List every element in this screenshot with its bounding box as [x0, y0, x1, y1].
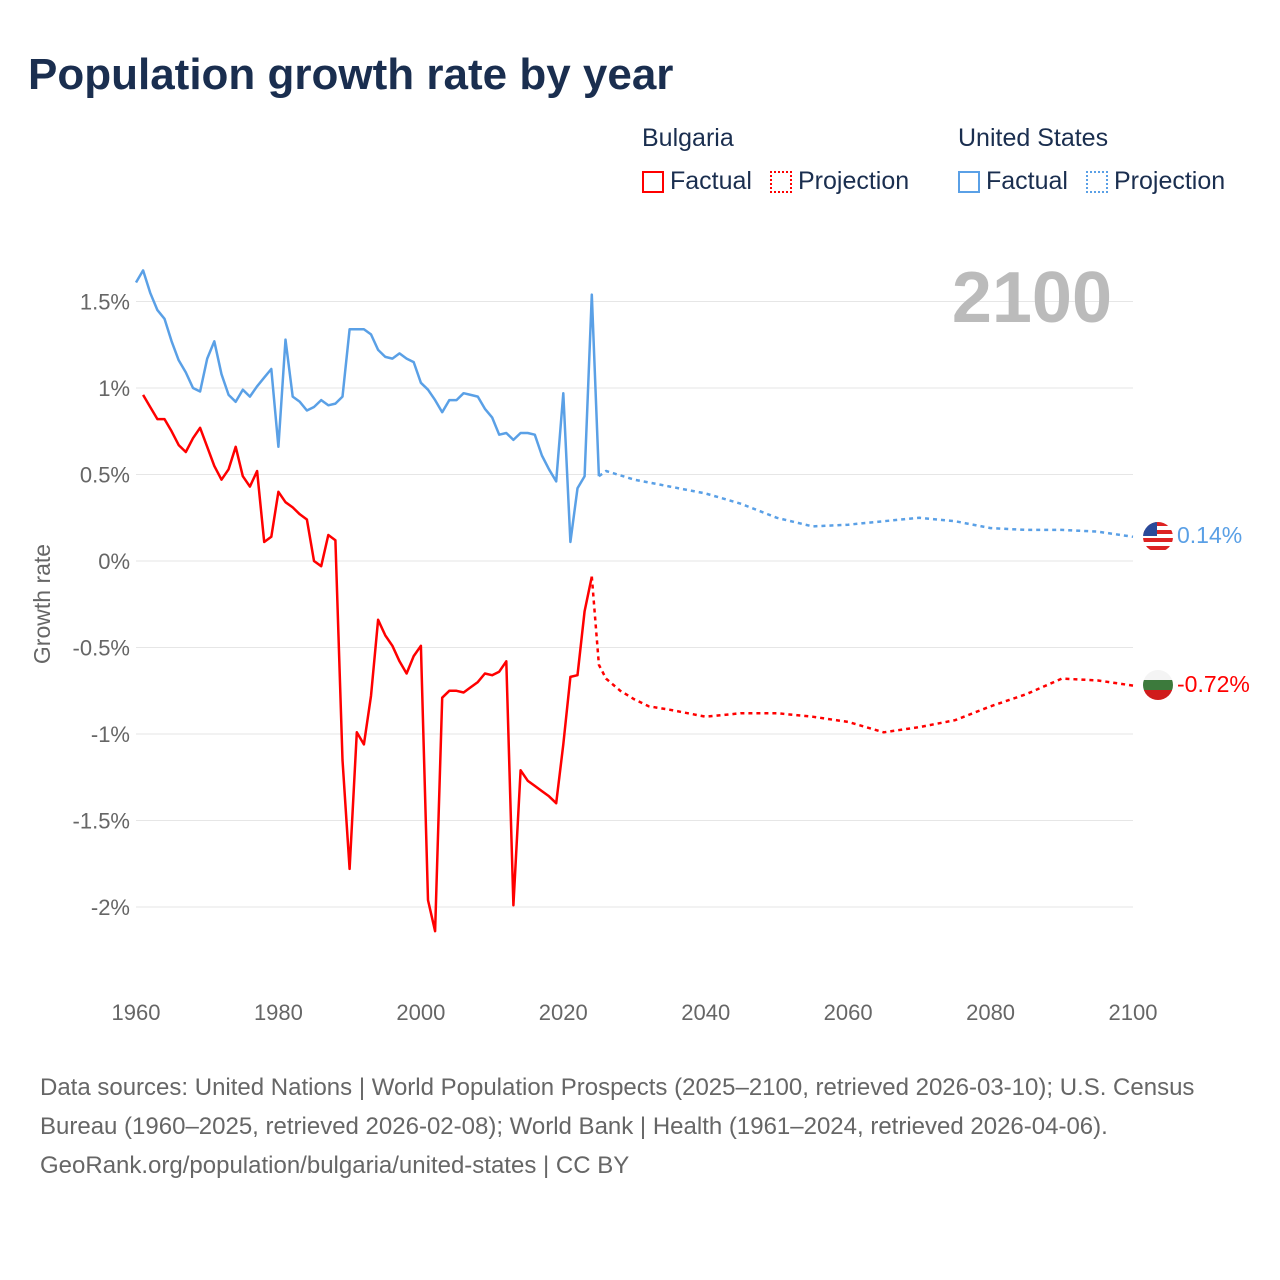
- credit-link[interactable]: GeoRank.org/population/bulgaria/united-s…: [40, 1152, 630, 1179]
- legend-bulgaria-factual[interactable]: Factual: [642, 167, 752, 196]
- footer: Data sources: United Nations | World Pop…: [40, 1068, 1230, 1185]
- legend-label: Projection: [797, 167, 910, 195]
- bulgaria-end-value-label: -0.72%: [1177, 671, 1250, 697]
- legend-group-title: United States: [958, 124, 1109, 152]
- current-year-label: 2100: [952, 258, 1112, 338]
- x-tick-label: 2000: [396, 1000, 445, 1025]
- legend-us-factual[interactable]: Factual: [958, 167, 1068, 196]
- legend-swatch: [1085, 170, 1108, 193]
- united-states-factual-line: [134, 269, 601, 544]
- y-tick-label: -0.5%: [73, 636, 130, 661]
- x-tick-label: 2100: [1109, 1000, 1158, 1025]
- legend-bulgaria-projection[interactable]: Projection: [769, 167, 910, 196]
- x-tick-label: 1960: [112, 1000, 161, 1025]
- legend-swatch: [769, 170, 792, 193]
- bulgaria-projection-line: [590, 576, 1134, 734]
- legend-label: Projection: [1113, 167, 1226, 195]
- x-tick-label: 2020: [539, 1000, 588, 1025]
- legend-us-projection[interactable]: Projection: [1085, 167, 1226, 196]
- us-flag-icon: [1143, 522, 1173, 552]
- legend-label: Factual: [670, 167, 752, 195]
- legend-group-title: Bulgaria: [642, 124, 734, 152]
- data-sources: Data sources: United Nations | World Pop…: [40, 1074, 1195, 1140]
- x-tick-label: 1980: [254, 1000, 303, 1025]
- y-tick-label: -1%: [91, 722, 130, 747]
- y-axis-label: Growth rate: [29, 544, 55, 664]
- united-states-projection-line: [598, 469, 1134, 539]
- legend-swatch: [958, 170, 980, 193]
- legend-swatch: [642, 170, 664, 193]
- x-tick-label: 2080: [966, 1000, 1015, 1025]
- us-end-value-label: 0.14%: [1177, 522, 1242, 548]
- y-tick-label: 1.5%: [80, 290, 130, 315]
- legend-bulgaria: Bulgaria Factual Projection: [642, 124, 909, 196]
- y-tick-label: -1.5%: [73, 809, 130, 834]
- y-tick-label: 1%: [98, 376, 130, 401]
- line-chart: 1.5% 1% 0.5% 0% -0.5% -1% -1.5% -2% 1960 1980 2000…: [29, 258, 1250, 1025]
- legend-united-states: United States Factual Projection: [958, 124, 1225, 196]
- y-tick-label: 0%: [98, 549, 130, 574]
- x-tick-label: 2060: [824, 1000, 873, 1025]
- bulgaria-factual-line: [142, 394, 594, 933]
- y-tick-label: 0.5%: [80, 463, 130, 488]
- chart-title: Population growth rate by year: [28, 50, 674, 99]
- bulgaria-flag-icon: [1143, 670, 1173, 700]
- x-tick-label: 2040: [681, 1000, 730, 1025]
- legend-label: Factual: [986, 167, 1068, 195]
- y-tick-label: -2%: [91, 895, 130, 920]
